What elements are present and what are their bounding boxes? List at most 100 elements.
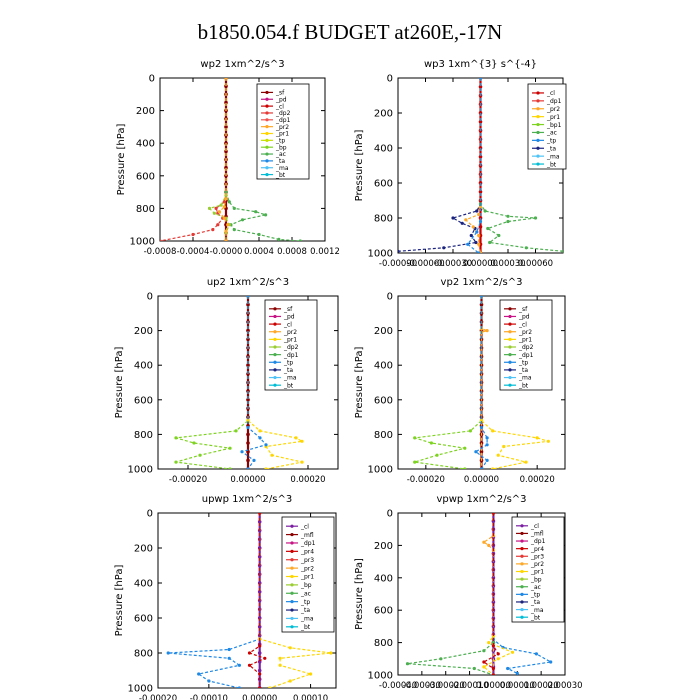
legend-marker: [273, 353, 277, 357]
y-tick-label: 400: [134, 579, 153, 590]
series-point: [469, 233, 473, 238]
series-point: [478, 190, 483, 194]
series-point: [300, 460, 304, 464]
legend-label: _ac: [546, 130, 557, 137]
series-point: [246, 441, 250, 445]
y-tick-label: 0: [387, 509, 393, 520]
legend-marker: [273, 314, 277, 319]
series-point: [228, 467, 232, 469]
legend-label: _pr2: [300, 565, 314, 572]
legend-marker: [273, 383, 277, 387]
legend-label: _dp2: [283, 344, 299, 351]
x-tick-label: 0.00020: [524, 681, 559, 691]
x-tick-label: -0.0008: [144, 247, 177, 257]
series-point: [257, 660, 262, 664]
series-point: [485, 458, 489, 462]
series-point: [478, 78, 483, 80]
series-point: [240, 450, 244, 454]
series-point: [224, 197, 228, 201]
legend-label: _sf: [518, 306, 528, 313]
legend-label: _ta: [275, 158, 285, 165]
series-line: [466, 78, 482, 253]
series-line: [482, 513, 494, 675]
series-group: [413, 296, 550, 469]
y-tick-label: 600: [134, 395, 153, 406]
legend-marker: [265, 172, 269, 177]
series-point: [207, 679, 211, 683]
series-point: [257, 651, 262, 655]
x-tick-label: 0.00000: [464, 475, 499, 485]
series-point: [491, 513, 495, 515]
series-point: [246, 425, 250, 430]
series-point: [246, 432, 250, 437]
series-point: [478, 85, 483, 89]
legend-marker: [536, 91, 540, 95]
series-point: [160, 239, 162, 241]
legend-marker: [520, 577, 524, 581]
legend-label: _bp: [300, 582, 312, 589]
series-point: [329, 651, 333, 655]
legend-marker: [290, 566, 294, 570]
x-tick-label: -0.0004: [177, 247, 210, 257]
series-point: [468, 429, 472, 433]
x-tick-label: -0.00090: [379, 259, 417, 269]
legend-marker: [265, 104, 269, 108]
series-point: [224, 100, 228, 105]
x-tick-label: 0.0012: [310, 247, 340, 257]
series-point: [237, 686, 241, 688]
legend-marker: [520, 607, 524, 612]
legend-label: _bt: [300, 624, 311, 631]
legend-label: _ma: [300, 616, 314, 623]
chart-panel-3: up2 1xm^2/s^3 Pressure [hPa] 0 200 400 600 800…: [114, 277, 339, 485]
legend-label: _ta: [546, 145, 556, 152]
series-point: [524, 246, 528, 250]
series-point: [546, 439, 550, 443]
series-point: [234, 429, 238, 433]
series-point: [224, 125, 228, 129]
chart-panel-6: vpwp 1xm^2/s^3 Pressure [hPa] 0 200 400 600 80…: [354, 494, 583, 691]
legend-marker: [273, 345, 277, 349]
series-point: [482, 665, 486, 669]
series-point: [479, 425, 484, 430]
legend-label: _dp1: [300, 540, 316, 547]
legend-label: _sf: [275, 90, 285, 97]
series-line: [225, 78, 301, 241]
series-point: [477, 233, 481, 238]
legend-label: _dp1: [530, 538, 546, 545]
y-tick-label: 0: [387, 292, 393, 303]
legend-box: [527, 83, 567, 170]
series-point: [246, 467, 250, 469]
series-point: [240, 218, 245, 222]
legend-label: _ma: [518, 375, 532, 382]
y-tick-label: 0: [149, 74, 155, 85]
series-point: [488, 240, 492, 245]
legend-marker: [508, 337, 512, 341]
legend-label: _tp: [518, 359, 528, 366]
legend-label: _sf: [283, 306, 293, 313]
legend-marker: [536, 99, 540, 103]
series-point: [257, 232, 261, 237]
y-tick-label: 800: [136, 204, 155, 215]
y-tick-label: 200: [136, 106, 155, 117]
series-point: [246, 458, 250, 463]
legend-label: _dp2: [275, 110, 291, 117]
legend-marker: [536, 162, 540, 166]
legend-label: _cl: [518, 321, 527, 328]
legend-label: _dp1: [275, 117, 291, 124]
y-tick-label: 800: [134, 649, 153, 660]
legend-label: _dp1: [518, 352, 534, 359]
legend-marker: [273, 375, 277, 380]
y-axis-label: Pressure [hPa]: [354, 558, 365, 630]
y-tick-label: 400: [374, 573, 393, 584]
y-tick-label: 200: [374, 326, 393, 337]
legend-marker: [520, 569, 524, 574]
legend-label: _bt: [530, 614, 541, 621]
series-point: [491, 600, 496, 604]
series-point: [258, 429, 262, 433]
legend-label: _ma: [530, 607, 544, 614]
series-point: [561, 249, 563, 253]
series-point: [247, 651, 252, 655]
series-point: [491, 634, 495, 638]
series-point: [216, 223, 220, 227]
legend-label: _tp: [283, 359, 293, 366]
